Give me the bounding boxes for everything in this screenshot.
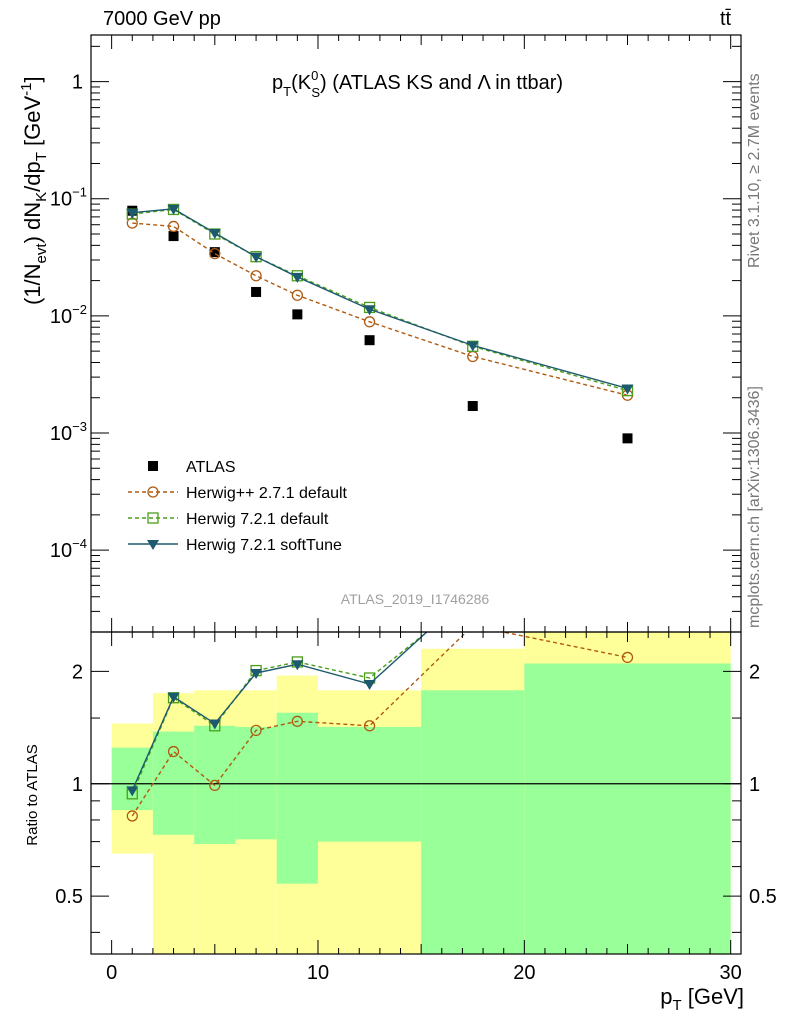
legend-label-0: ATLAS (186, 459, 236, 476)
main-y-tick-label-2: 10−2 (50, 302, 87, 328)
ratio-point-0-0 (126, 810, 138, 822)
ratio-y-tick-label-right-1: 1 (749, 774, 760, 796)
ratio-point-0-5 (363, 720, 376, 732)
ratio-series-line-2 (131, 632, 428, 791)
main-point-0-1 (168, 231, 179, 242)
ratio-y-tick-label-left-1: 1 (72, 774, 83, 796)
ratio-axes: 0 10 20 30 0.5 0.5 1 1 2 2 (55, 632, 777, 984)
x-tick-label-2: 20 (513, 962, 535, 984)
tick-base: 10 (50, 306, 72, 328)
green-band-3 (235, 726, 277, 840)
main-series-line-1 (132, 222, 628, 396)
tick-exponent: −1 (72, 185, 87, 200)
ratio-point-2-5 (363, 680, 376, 691)
ratio-plot-frame (90, 631, 742, 955)
main-point-0-6 (467, 401, 478, 412)
tick-exponent: −3 (72, 419, 87, 434)
tick-base: 10 (50, 540, 72, 562)
x-axis-label: pT [GeV] (660, 984, 744, 1014)
main-point-3-2 (208, 228, 221, 239)
main-point-3-6 (466, 341, 479, 352)
ratio-y-tick-label-left-0: 0.5 (55, 886, 83, 908)
green-band-4 (276, 712, 318, 884)
ratio-series-line-1 (131, 632, 429, 795)
legend-label-2: Herwig 7.2.1 default (186, 511, 329, 528)
ratio-point-0-3 (250, 724, 262, 737)
main-y-axis-label: (1/Nevt) dNK/dpT [GeV-1] (18, 76, 50, 305)
analysis-watermark: ATLAS_2019_I1746286 (341, 591, 490, 607)
main-point-1-1 (167, 220, 180, 233)
x-tick-label-1: 10 (307, 962, 329, 984)
legend-marker-2 (147, 512, 159, 524)
main-point-3-4 (291, 272, 304, 283)
ratio-point-0-4 (291, 715, 303, 727)
main-point-0-4 (292, 309, 303, 320)
ratio-series-layer (126, 632, 634, 822)
legend-marker-0 (148, 461, 158, 471)
green-band-7 (524, 663, 731, 954)
main-point-3-3 (250, 252, 263, 263)
main-point-1-2 (209, 247, 221, 260)
ratio-y-tick-label-left-2: 2 (72, 661, 83, 683)
main-y-tick-label-3: 10−3 (50, 419, 87, 445)
main-point-0-2 (209, 247, 220, 258)
x-tick-label-0: 0 (106, 962, 117, 984)
ratio-point-0-2 (209, 779, 221, 792)
x-tick-label-3: 30 (720, 962, 742, 984)
plot-title: pT(K0 S) (ATLAS KS and Λ in ttbar) (272, 68, 563, 100)
ratio-point-0-7 (621, 651, 634, 664)
main-point-0-3 (251, 286, 262, 297)
ratio-point-2-4 (291, 660, 304, 671)
legend-marker-1 (147, 486, 159, 498)
main-y-tick-label-4: 10−4 (50, 536, 87, 562)
legend: ATLAS Herwig++ 2.7.1 default Herwig 7.2.1 … (128, 459, 348, 554)
ratio-y-axis-label: Ratio to ATLAS (24, 744, 41, 845)
main-point-3-7 (621, 384, 634, 395)
ratio-point-2-1 (167, 692, 180, 703)
tick-base: 10 (50, 189, 72, 211)
rivet-version-label: Rivet 3.1.10, ≥ 2.7M events (746, 73, 763, 268)
main-y-tick-label-1: 10−1 (50, 185, 87, 211)
ratio-point-2-3 (250, 669, 263, 680)
green-band-6 (421, 690, 525, 954)
tick-exponent: −2 (72, 302, 87, 317)
legend-label-3: Herwig 7.2.1 softTune (186, 537, 342, 554)
ratio-point-2-0 (126, 786, 139, 797)
tick-base: 1 (72, 72, 83, 94)
tick-exponent: −4 (72, 536, 87, 551)
main-point-0-7 (622, 433, 633, 444)
main-y-tick-label-0: 1 (72, 72, 83, 94)
main-point-1-4 (291, 289, 303, 301)
process-label: tt̄ (720, 8, 732, 30)
ratio-y-tick-label-right-0: 0.5 (749, 886, 777, 908)
tick-base: 10 (50, 423, 72, 445)
main-point-3-0 (126, 208, 139, 219)
ratio-series-line-0 (131, 632, 628, 817)
main-y-axis: 110−110−210−310−4 (50, 35, 741, 633)
ratio-uncertainty-bands (91, 632, 741, 954)
main-point-1-5 (363, 316, 376, 328)
energy-label: 7000 GeV pp (103, 8, 221, 30)
ratio-y-tick-label-right-2: 2 (749, 661, 760, 683)
mcplots-reference-label: mcplots.cern.ch [arXiv:1306.3436] (746, 386, 763, 628)
main-point-1-3 (250, 270, 262, 282)
main-point-3-5 (363, 305, 376, 316)
main-point-0-5 (364, 335, 375, 346)
legend-marker-3 (147, 540, 159, 550)
main-point-3-1 (167, 204, 180, 215)
legend-label-1: Herwig++ 2.7.1 default (186, 485, 348, 502)
ratio-point-0-1 (167, 745, 180, 758)
ratio-point-2-2 (208, 719, 221, 730)
main-series-layer (126, 203, 634, 444)
main-series-line-3 (132, 208, 628, 390)
